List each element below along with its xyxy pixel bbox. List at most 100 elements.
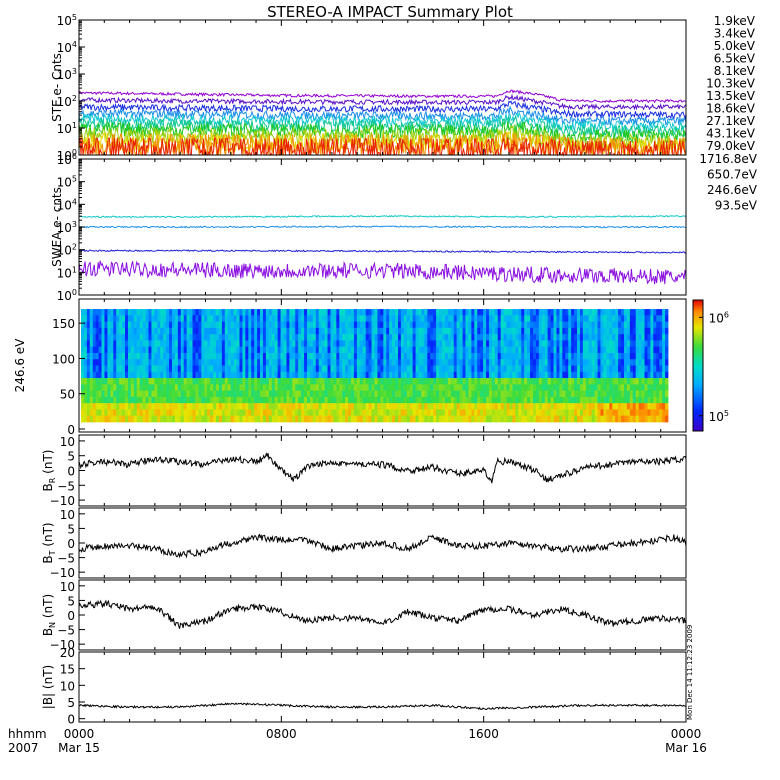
pad-cell xyxy=(506,321,510,329)
pad-cell xyxy=(597,346,601,354)
pad-cell xyxy=(245,365,249,373)
pad-cell xyxy=(456,384,461,391)
pad-cell xyxy=(647,371,651,379)
pad-cell xyxy=(521,378,525,385)
pad-cell xyxy=(409,409,414,417)
ste-ytick-label: 105 xyxy=(57,13,77,28)
pad-cell xyxy=(559,371,563,379)
pad-cell xyxy=(101,390,105,398)
pad-cell xyxy=(307,321,311,329)
pad-cell xyxy=(301,371,305,379)
pad-cell xyxy=(632,340,637,348)
pad-cell xyxy=(342,315,346,322)
pad-cell xyxy=(591,309,596,316)
pad-cell xyxy=(122,346,126,354)
pad-cell xyxy=(468,340,472,348)
pad-cell xyxy=(324,352,328,360)
pad-cell xyxy=(113,371,117,379)
pad-cell xyxy=(600,359,604,366)
pad-cell xyxy=(568,346,572,354)
pad-cell xyxy=(101,321,105,329)
pad-cell xyxy=(433,365,437,373)
pad-cell xyxy=(374,396,378,404)
pad-cell xyxy=(351,352,355,360)
pad-cell xyxy=(236,352,240,360)
pad-cell xyxy=(515,384,519,391)
pad-cell xyxy=(183,365,188,373)
pad-cell xyxy=(183,327,188,335)
pad-cell xyxy=(154,365,158,373)
bmag-ytick-label: 5 xyxy=(67,696,75,710)
pad-cell xyxy=(116,340,120,348)
pad-cell xyxy=(192,403,196,410)
pad-cell xyxy=(609,352,613,360)
pad-cell xyxy=(632,346,637,354)
pad-cell xyxy=(268,415,273,423)
pad-cell xyxy=(301,365,305,373)
pad-cell xyxy=(98,352,102,360)
pad-cell xyxy=(509,371,513,379)
pad-cell xyxy=(430,309,434,316)
pad-cell xyxy=(418,346,422,354)
pad-cell xyxy=(292,378,296,385)
pad-cell xyxy=(183,315,188,322)
pad-cell xyxy=(430,371,434,379)
pad-cell xyxy=(122,384,126,391)
pad-cell xyxy=(174,359,179,366)
pad-cell xyxy=(216,396,220,404)
pad-cell xyxy=(629,346,634,354)
pad-cell xyxy=(535,315,540,322)
pad-cell xyxy=(515,334,519,341)
pad-cell xyxy=(81,415,85,423)
pad-cell xyxy=(491,334,496,341)
pad-cell xyxy=(98,321,102,329)
pad-cell xyxy=(568,365,572,373)
pad-cell xyxy=(365,309,370,316)
pad-cell xyxy=(116,396,120,404)
pad-cell xyxy=(136,390,141,398)
pad-cell xyxy=(139,352,144,360)
pad-cell xyxy=(494,415,499,423)
pad-cell xyxy=(318,315,323,322)
pad-cell xyxy=(579,365,584,373)
pad-cell xyxy=(198,384,202,391)
pad-cell xyxy=(615,365,619,373)
corner-label-year: 2007 xyxy=(8,741,39,755)
pad-cell xyxy=(597,309,601,316)
pad-cell xyxy=(488,346,493,354)
pad-cell xyxy=(280,378,284,385)
pad-cell xyxy=(591,334,596,341)
pad-cell xyxy=(333,371,337,379)
pad-cell xyxy=(568,396,572,404)
pad-cell xyxy=(166,409,170,417)
pad-cell xyxy=(632,334,637,341)
pad-cell xyxy=(342,390,346,398)
pad-cell xyxy=(295,359,299,366)
pad-cell xyxy=(321,415,325,423)
pad-cell xyxy=(95,321,99,329)
pad-cell xyxy=(488,371,493,379)
pad-cell xyxy=(295,327,299,335)
pad-cell xyxy=(242,346,246,354)
pad-cell xyxy=(506,409,510,417)
pad-cell xyxy=(192,340,196,348)
pad-cell xyxy=(356,403,361,410)
pad-cell xyxy=(412,378,416,385)
pad-cell xyxy=(629,415,634,423)
pad-cell xyxy=(324,309,328,316)
pad-cell xyxy=(254,378,258,385)
pad-cell xyxy=(409,309,414,316)
pad-cell xyxy=(374,390,378,398)
pad-cell xyxy=(260,403,264,410)
pad-cell xyxy=(368,371,372,379)
pad-cell xyxy=(588,378,593,385)
pad-cell xyxy=(139,321,144,329)
pad-cell xyxy=(609,371,613,379)
pad-cell xyxy=(122,334,126,341)
pad-cell xyxy=(518,384,522,391)
pad-cell xyxy=(145,321,149,329)
pad-cell xyxy=(227,321,232,329)
pad-cell xyxy=(330,321,334,329)
pad-cell xyxy=(380,371,384,379)
